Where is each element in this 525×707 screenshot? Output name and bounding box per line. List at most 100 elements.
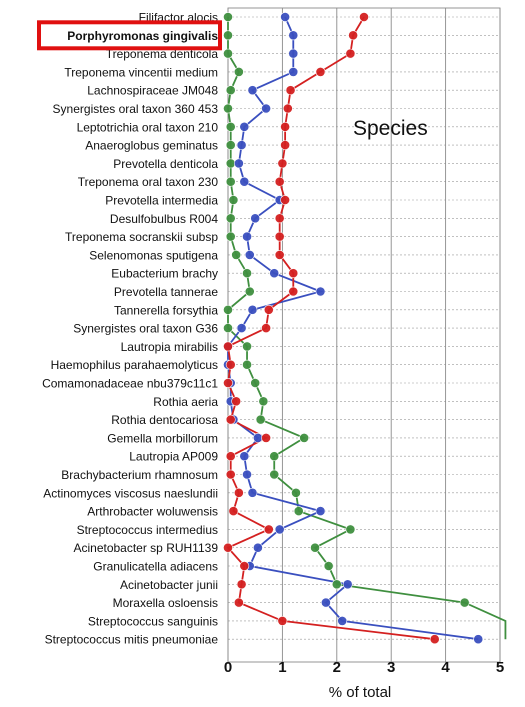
plot-frame xyxy=(227,7,501,663)
series-point xyxy=(277,616,288,626)
category-label: Gemella morbillorum xyxy=(107,431,218,445)
series-point xyxy=(242,359,252,370)
category-label: Arthrobacter woluwensis xyxy=(87,505,218,519)
series-point xyxy=(250,378,261,388)
series-point xyxy=(274,249,285,260)
series-point xyxy=(321,597,331,608)
category-label: Rothia aeria xyxy=(153,395,218,409)
series-point xyxy=(359,12,369,22)
x-tick-label: 2 xyxy=(333,659,341,676)
series-point xyxy=(225,85,236,96)
series-point xyxy=(261,103,271,114)
category-label: Acinetobacter sp RUH1139 xyxy=(73,541,218,555)
category-label: Comamonadaceae nbu379c11c1 xyxy=(42,377,218,391)
x-tick-label: 0 xyxy=(224,659,232,676)
series-point xyxy=(315,286,326,297)
x-tick-labels-layer: 0 1 2 3 4 5 xyxy=(224,659,504,676)
series-point xyxy=(269,451,280,462)
category-label: Anaeroglobus geminatus xyxy=(85,139,218,153)
series-point xyxy=(239,121,250,132)
series-point xyxy=(288,268,299,279)
series-point xyxy=(223,12,233,22)
series-point xyxy=(429,634,440,645)
category-label: Brachybacterium rhamnosum xyxy=(61,468,218,482)
series-point xyxy=(247,304,258,315)
series-point xyxy=(242,341,252,352)
series-point xyxy=(277,158,288,169)
series-point xyxy=(225,176,236,187)
category-label: Desulfobulbus R004 xyxy=(110,212,218,226)
series-point xyxy=(223,323,233,333)
series-point xyxy=(242,469,252,480)
series-point xyxy=(225,359,236,370)
category-label: Prevotella denticola xyxy=(113,157,218,171)
series-point xyxy=(269,469,280,480)
series-point xyxy=(231,249,242,260)
category-label: Moraxella osloensis xyxy=(113,596,218,610)
series-point xyxy=(263,524,274,535)
series-point xyxy=(274,176,285,187)
series-point xyxy=(288,286,299,297)
series-point xyxy=(280,195,291,205)
series-point xyxy=(274,231,285,242)
category-label: Haemophilus parahaemolyticus xyxy=(51,358,218,372)
series-point xyxy=(345,524,356,535)
series-point xyxy=(261,432,271,443)
grid-layer xyxy=(227,7,501,663)
series-point xyxy=(225,469,236,480)
category-label: Rothia dentocariosa xyxy=(111,413,218,427)
species-annotation: Species xyxy=(353,117,428,140)
category-label: Treponema oral taxon 230 xyxy=(78,175,219,189)
highlight-box xyxy=(37,20,222,51)
series-point xyxy=(285,85,296,96)
category-label: Lachnospiraceae JM048 xyxy=(87,84,218,98)
series-point xyxy=(225,231,236,242)
category-label: Lautropia AP009 xyxy=(129,450,218,464)
series-point xyxy=(225,158,236,169)
series-point xyxy=(258,396,269,407)
series-point xyxy=(225,121,236,132)
series-point xyxy=(225,451,236,462)
category-label: Synergistes oral taxon 360 453 xyxy=(53,102,219,116)
series-point xyxy=(459,597,470,608)
category-label: Leptotrichia oral taxon 210 xyxy=(77,120,219,134)
series-point xyxy=(247,85,258,96)
series-point xyxy=(225,213,236,224)
x-tick-label: 1 xyxy=(278,659,286,676)
series-point xyxy=(473,634,484,645)
series-point xyxy=(244,249,255,260)
series-point xyxy=(233,597,244,608)
series-point xyxy=(323,561,334,571)
category-label: Treponema denticola xyxy=(106,47,219,61)
series-point xyxy=(244,286,255,297)
x-tick-label: 4 xyxy=(441,659,450,676)
series-point xyxy=(236,579,247,590)
category-label: Porphyromonas gingivalis xyxy=(67,29,218,43)
category-label: Granulicatella adiacens xyxy=(93,560,218,574)
series-point xyxy=(239,451,250,462)
series-point xyxy=(274,213,285,224)
series-point xyxy=(236,323,247,333)
series-point xyxy=(223,542,233,553)
series-point xyxy=(247,487,258,498)
series-point xyxy=(239,561,250,571)
series-point xyxy=(291,487,301,498)
category-label: Streptococcus sanguinis xyxy=(88,614,218,628)
series-point xyxy=(293,506,304,516)
x-tick-label: 5 xyxy=(496,659,504,676)
category-label: Treponema socranskii subsp xyxy=(65,230,218,244)
category-label: Eubacterium brachy xyxy=(111,267,218,281)
category-label: Actinomyces viscosus naeslundii xyxy=(43,486,218,500)
series-point xyxy=(228,195,239,205)
category-label: Streptococcus intermedius xyxy=(77,523,218,537)
series-point xyxy=(310,542,320,553)
series-point xyxy=(255,414,266,425)
series-point xyxy=(233,158,244,169)
series-point xyxy=(263,304,274,315)
series-point xyxy=(269,268,280,279)
series-point xyxy=(236,140,247,150)
series-point xyxy=(231,396,242,407)
series-point xyxy=(225,414,236,425)
category-label: Lautropia mirabilis xyxy=(121,340,218,354)
